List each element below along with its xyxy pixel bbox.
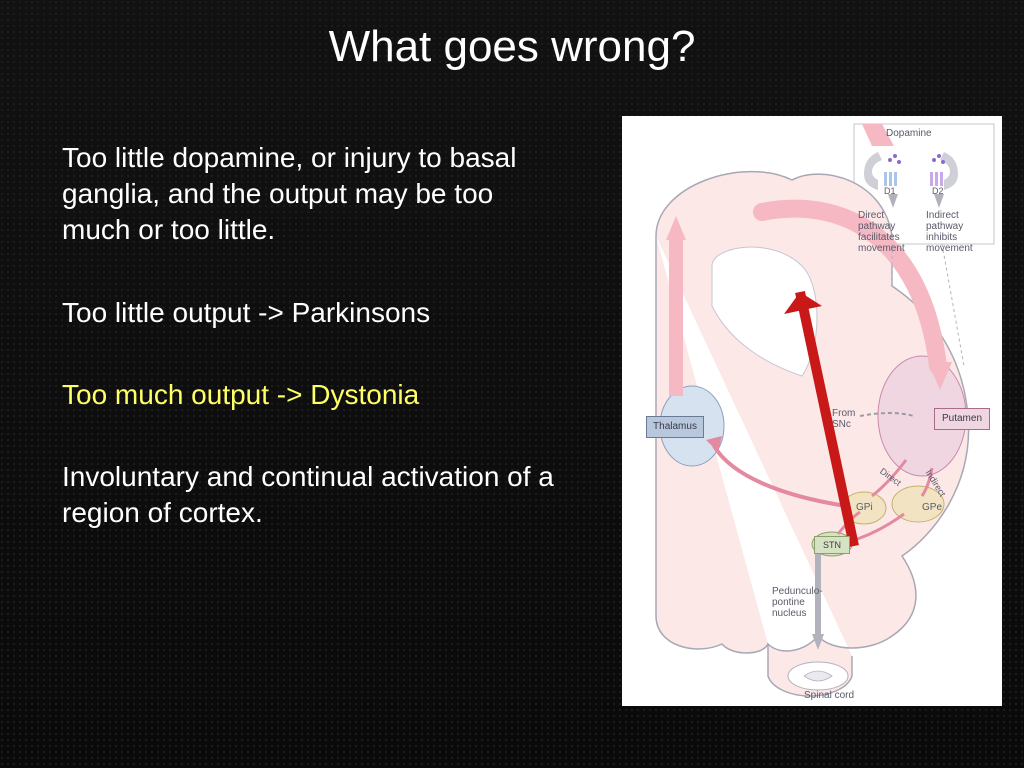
label-thalamus: Thalamus xyxy=(646,416,704,438)
label-spinal: Spinal cord xyxy=(804,690,854,701)
label-gpe: GPe xyxy=(922,502,942,513)
label-dopamine: Dopamine xyxy=(886,128,932,139)
label-from-snc: From SNc xyxy=(832,408,872,430)
body-column: Too little dopamine, or injury to basal … xyxy=(62,140,562,579)
label-ppn: Pedunculo-pontine nucleus xyxy=(772,586,832,619)
paragraph-intro: Too little dopamine, or injury to basal … xyxy=(62,140,562,247)
slide-title: What goes wrong? xyxy=(0,22,1024,72)
label-direct-pathway: Direct pathway facilitates movement xyxy=(858,210,914,254)
paragraph-cortex: Involuntary and continual activation of … xyxy=(62,459,562,531)
slide: What goes wrong? Too little dopamine, or… xyxy=(0,0,1024,768)
label-indirect-pathway: Indirect pathway inhibits movement xyxy=(926,210,992,254)
label-d1: D1 xyxy=(884,186,896,196)
label-putamen: Putamen xyxy=(934,408,990,430)
label-stn: STN xyxy=(814,536,850,554)
paragraph-dystonia: Too much output -> Dystonia xyxy=(62,377,562,413)
basal-ganglia-diagram: Dopamine D1 D2 Direct pathway facilitate… xyxy=(622,116,1002,706)
paragraph-parkinsons: Too little output -> Parkinsons xyxy=(62,295,562,331)
label-d2: D2 xyxy=(932,186,944,196)
label-gpi: GPi xyxy=(856,502,873,513)
